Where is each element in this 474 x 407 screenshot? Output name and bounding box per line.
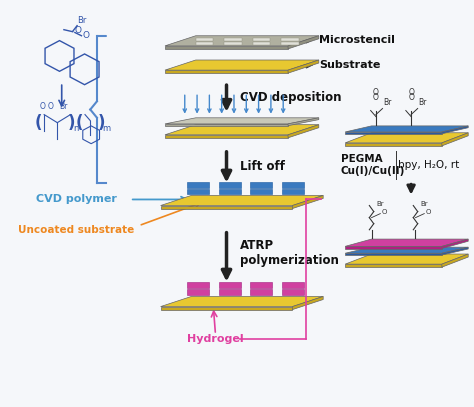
- Polygon shape: [345, 247, 468, 253]
- Text: Hydrogel: Hydrogel: [187, 334, 244, 344]
- Polygon shape: [161, 206, 292, 208]
- Polygon shape: [219, 189, 241, 194]
- Polygon shape: [219, 289, 241, 295]
- Polygon shape: [345, 254, 468, 264]
- Polygon shape: [219, 182, 241, 188]
- Polygon shape: [442, 126, 468, 134]
- Text: Br: Br: [383, 98, 392, 107]
- Polygon shape: [187, 282, 209, 288]
- Polygon shape: [165, 125, 319, 135]
- Polygon shape: [250, 189, 272, 194]
- Text: Microstencil: Microstencil: [319, 35, 395, 45]
- Polygon shape: [253, 42, 271, 45]
- Polygon shape: [250, 282, 272, 288]
- Polygon shape: [165, 46, 288, 49]
- Text: PEGMA
Cu(I)/Cu(II): PEGMA Cu(I)/Cu(II): [341, 154, 405, 176]
- Text: (: (: [35, 114, 42, 131]
- Polygon shape: [292, 195, 323, 208]
- Polygon shape: [442, 254, 468, 267]
- Polygon shape: [345, 264, 442, 267]
- Polygon shape: [345, 132, 442, 134]
- Polygon shape: [442, 133, 468, 146]
- Polygon shape: [165, 135, 288, 138]
- Text: O: O: [373, 88, 379, 97]
- Text: Br: Br: [59, 101, 67, 111]
- Polygon shape: [282, 289, 304, 295]
- Text: O: O: [373, 94, 379, 103]
- Polygon shape: [345, 126, 468, 132]
- Polygon shape: [219, 282, 241, 288]
- Text: Br: Br: [77, 16, 86, 25]
- Polygon shape: [345, 253, 442, 255]
- Text: bpy, H₂O, rt: bpy, H₂O, rt: [398, 160, 459, 170]
- Text: O: O: [40, 101, 46, 111]
- Polygon shape: [442, 247, 468, 255]
- Polygon shape: [282, 42, 299, 45]
- Polygon shape: [345, 246, 442, 249]
- Polygon shape: [196, 42, 213, 45]
- Polygon shape: [442, 239, 468, 249]
- Text: Lift off: Lift off: [240, 160, 285, 173]
- Text: O: O: [425, 209, 430, 214]
- Polygon shape: [224, 42, 242, 45]
- Text: Uncoated substrate: Uncoated substrate: [18, 225, 134, 235]
- Polygon shape: [282, 182, 304, 188]
- Polygon shape: [253, 38, 271, 41]
- Polygon shape: [282, 189, 304, 194]
- Text: O: O: [381, 209, 387, 214]
- Polygon shape: [288, 118, 319, 126]
- Polygon shape: [282, 282, 304, 288]
- Text: O: O: [82, 31, 90, 40]
- Polygon shape: [288, 36, 319, 49]
- Polygon shape: [288, 60, 319, 73]
- Polygon shape: [250, 182, 272, 188]
- Polygon shape: [196, 38, 213, 41]
- Text: ): ): [98, 114, 105, 131]
- Text: CVD deposition: CVD deposition: [240, 91, 341, 104]
- Text: ATRP
polymerization: ATRP polymerization: [240, 239, 338, 267]
- Polygon shape: [187, 289, 209, 295]
- Text: O: O: [75, 26, 82, 35]
- Polygon shape: [165, 60, 319, 70]
- Text: Br: Br: [418, 98, 427, 107]
- Text: n: n: [73, 124, 79, 133]
- Text: Br: Br: [420, 201, 428, 206]
- Text: Substrate: Substrate: [319, 60, 380, 70]
- Polygon shape: [187, 182, 209, 188]
- Polygon shape: [250, 289, 272, 295]
- Polygon shape: [161, 296, 323, 306]
- Polygon shape: [165, 118, 319, 124]
- Text: CVD polymer: CVD polymer: [36, 195, 117, 204]
- Text: ): ): [68, 114, 75, 131]
- Polygon shape: [282, 38, 299, 41]
- Polygon shape: [345, 133, 468, 143]
- Polygon shape: [161, 306, 292, 310]
- Polygon shape: [161, 195, 323, 206]
- Polygon shape: [165, 124, 288, 126]
- Text: (: (: [75, 114, 83, 131]
- Polygon shape: [224, 38, 242, 41]
- Polygon shape: [165, 36, 319, 46]
- Polygon shape: [292, 296, 323, 310]
- Text: Br: Br: [376, 201, 383, 206]
- Text: m: m: [102, 124, 111, 133]
- Polygon shape: [345, 239, 468, 246]
- Polygon shape: [288, 125, 319, 138]
- Text: O: O: [48, 101, 54, 111]
- Polygon shape: [187, 189, 209, 194]
- Text: O: O: [408, 94, 414, 103]
- Polygon shape: [345, 143, 442, 146]
- Text: O: O: [408, 88, 414, 97]
- Polygon shape: [165, 70, 288, 73]
